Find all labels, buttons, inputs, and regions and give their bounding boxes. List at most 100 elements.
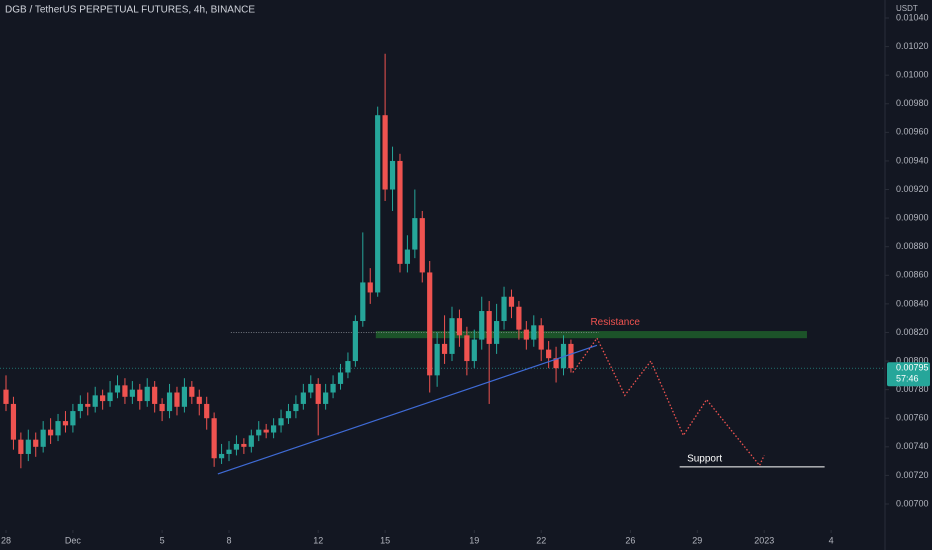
x-tick-label: 22 [536, 535, 546, 545]
candle-body [523, 329, 529, 340]
candle-body [152, 386, 158, 404]
x-tick-label: 28 [1, 535, 11, 545]
candle-body [412, 218, 418, 250]
candle-body [40, 429, 46, 447]
candle-body [419, 218, 425, 273]
y-tick-label: 0.01000 [896, 70, 929, 80]
candle-body [360, 282, 366, 322]
candle-body [382, 115, 388, 190]
y-tick-label: 0.00780 [896, 384, 929, 394]
candle-body [434, 343, 440, 376]
candle-body [70, 411, 76, 426]
candle-body [449, 318, 455, 354]
candle-body [508, 296, 515, 307]
y-tick-label: 0.00900 [896, 212, 929, 222]
x-tick-label: Dec [65, 535, 82, 545]
candle-body [330, 383, 336, 393]
candle-body [568, 343, 574, 369]
y-tick-label: 0.00760 [896, 413, 929, 423]
candle-body [367, 282, 373, 293]
candle-body [18, 439, 24, 454]
candle-body [323, 392, 329, 404]
last-price-label: 0.00795 [896, 363, 929, 373]
x-tick-label: 4 [829, 535, 834, 545]
candle-body [100, 395, 106, 402]
y-tick-label: 0.00700 [896, 498, 929, 508]
candle-body [107, 392, 113, 402]
x-tick-label: 8 [226, 535, 231, 545]
candle-body [25, 439, 31, 454]
x-tick-label: 15 [380, 535, 390, 545]
candle-body [285, 411, 292, 419]
candle-body [122, 385, 128, 397]
x-tick-label: 12 [313, 535, 323, 545]
candle-body [263, 429, 269, 433]
candle-body [553, 358, 559, 369]
candle-body [456, 318, 463, 336]
y-tick-label: 0.00820 [896, 327, 929, 337]
candle-body [137, 389, 143, 402]
resistance-label: Resistance [590, 317, 640, 328]
last-price-tag [887, 362, 930, 387]
y-tick-label: 0.00880 [896, 241, 929, 251]
x-tick-label: 5 [160, 535, 165, 545]
candle-body [441, 343, 448, 354]
y-tick-label: 0.00740 [896, 441, 929, 451]
candle-body [375, 115, 381, 293]
candle-body [494, 321, 500, 344]
candle-body [92, 395, 98, 407]
candle-body [501, 296, 507, 322]
projection-path [572, 336, 765, 467]
candle-body [389, 160, 396, 190]
candle-body [471, 339, 477, 362]
candle-body [271, 425, 277, 433]
candle-body [55, 421, 61, 436]
candle-body [300, 392, 306, 404]
candle-body [293, 403, 299, 412]
resistance-zone [375, 331, 807, 339]
candle-body [538, 325, 544, 350]
support-label: Support [687, 453, 722, 464]
candle-body [337, 372, 344, 384]
candle-body [159, 403, 165, 412]
y-tick-label: 0.00840 [896, 298, 929, 308]
candle-body [546, 349, 552, 359]
candle-body [181, 386, 188, 407]
candle-body [352, 321, 358, 362]
chart-title: DGB / TetherUS PERPETUAL FUTURES, 4h, BI… [5, 5, 255, 16]
x-tick-label: 2023 [754, 535, 774, 545]
candle-body [33, 439, 39, 447]
candle-body [226, 449, 232, 454]
y-tick-label: 0.01020 [896, 41, 929, 51]
candle-body [129, 389, 135, 397]
y-axis-label: USDT [896, 4, 918, 13]
candle-body [486, 311, 492, 344]
y-tick-label: 0.00720 [896, 470, 929, 480]
candle-body [233, 443, 240, 450]
candle-body [48, 429, 54, 436]
y-tick-label: 0.01040 [896, 12, 929, 22]
candle-body [427, 272, 433, 376]
candle-body [397, 160, 403, 264]
x-tick-label: 19 [469, 535, 479, 545]
candle-body [166, 392, 173, 412]
candle-body [464, 335, 470, 362]
candle-body [189, 386, 195, 397]
y-tick-label: 0.00860 [896, 270, 929, 280]
y-tick-label: 0.00940 [896, 155, 929, 165]
candle-body [218, 453, 225, 459]
candle-body [211, 418, 217, 459]
candle-body [10, 403, 17, 440]
candle-body [516, 306, 522, 330]
candle-body [144, 386, 150, 402]
y-tick-label: 0.00920 [896, 184, 929, 194]
trend-line [217, 344, 598, 475]
x-tick-label: 26 [625, 535, 635, 545]
y-tick-label: 0.00800 [896, 355, 929, 365]
candle-body [531, 325, 537, 340]
candle-body [256, 429, 262, 436]
candle-body [114, 385, 121, 393]
